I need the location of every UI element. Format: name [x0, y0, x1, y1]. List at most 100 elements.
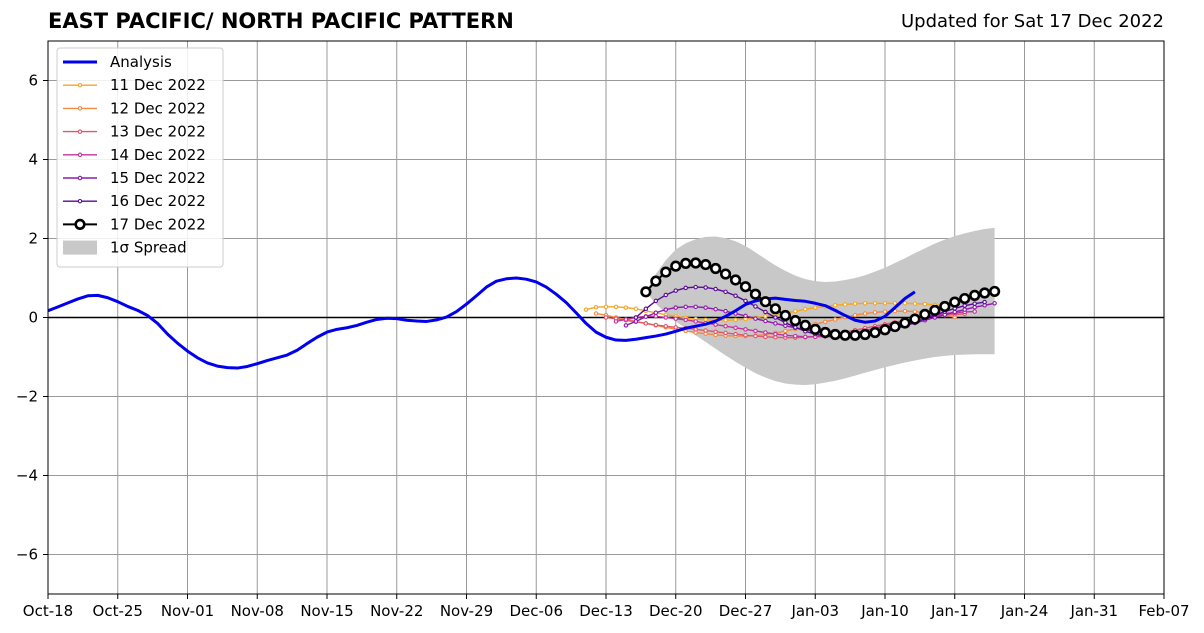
- legend-label: 1σ Spread: [110, 239, 187, 257]
- forecast-point: [663, 307, 669, 312]
- forecast-point: [992, 301, 997, 306]
- forecast-point: [693, 284, 698, 290]
- forecast-point: [743, 298, 748, 304]
- forecast-point: [743, 333, 748, 338]
- forecast-point: [593, 304, 599, 310]
- forecast-point: [749, 288, 762, 300]
- forecast-point: [859, 328, 871, 341]
- forecast-point: [972, 309, 977, 314]
- x-tick-label: Jan-24: [1000, 602, 1049, 620]
- forecast-point: [763, 318, 768, 324]
- forecast-point: [753, 328, 758, 334]
- forecast-point: [979, 287, 991, 299]
- forecast-point: [653, 310, 659, 316]
- forecast-point: [643, 314, 649, 319]
- forecast-point: [773, 331, 778, 337]
- legend-item-7: 17 Dec 2022: [63, 215, 206, 233]
- forecast-point: [862, 311, 868, 316]
- forecast-point: [839, 329, 851, 341]
- forecast-point: [653, 298, 659, 304]
- y-axis: −6 −4 −2 0 2 4 6: [16, 72, 48, 564]
- legend-marker: [77, 175, 83, 181]
- forecast-point: [783, 328, 788, 334]
- forecast-point: [783, 320, 788, 325]
- forecast-point: [719, 268, 732, 280]
- forecast-point: [763, 309, 768, 315]
- forecast-point: [872, 310, 878, 315]
- legend-marker: [77, 82, 83, 88]
- x-tick-label: Jan-31: [1069, 602, 1118, 620]
- forecast-point: [723, 308, 728, 314]
- forecast-point: [812, 305, 818, 310]
- legend-marker: [77, 198, 83, 204]
- forecast-point: [832, 317, 838, 322]
- forecast-point: [640, 286, 652, 298]
- forecast-point: [683, 317, 688, 323]
- forecast-point: [789, 315, 801, 327]
- x-axis: Oct-18 Oct-25 Nov-01 Nov-08 Nov-15 Nov-22 Nov-…: [23, 594, 1190, 620]
- x-tick-label: Feb-07: [1138, 602, 1189, 620]
- forecast-point: [852, 312, 858, 318]
- forecast-point: [663, 323, 669, 329]
- forecast-point: [693, 304, 698, 310]
- x-tick-label: Nov-01: [161, 602, 214, 620]
- forecast-point: [783, 333, 788, 338]
- forecast-point: [989, 285, 1001, 298]
- forecast-point: [713, 322, 718, 327]
- forecast-point: [793, 308, 798, 314]
- forecast-point: [743, 327, 748, 332]
- forecast-point: [729, 274, 742, 286]
- legend-marker: [77, 106, 83, 111]
- forecast-point: [952, 309, 957, 315]
- forecast-point: [912, 309, 918, 314]
- legend-label: 12 Dec 2022: [110, 99, 206, 117]
- legend-marker: [77, 129, 83, 134]
- forecast-point: [693, 319, 698, 324]
- y-tick-label: 2: [28, 230, 38, 248]
- forecast-point: [899, 317, 911, 329]
- y-tick-label: −6: [16, 546, 38, 564]
- x-tick-label: Oct-18: [23, 602, 73, 620]
- forecast-point: [663, 292, 669, 298]
- legend-item-0: Analysis: [63, 53, 172, 71]
- forecast-point: [673, 325, 678, 330]
- forecast-point: [673, 305, 678, 310]
- forecast-point: [700, 258, 712, 271]
- forecast-point: [912, 301, 918, 306]
- forecast-point: [633, 319, 639, 324]
- forecast-point: [603, 304, 609, 310]
- forecast-point: [703, 285, 708, 290]
- legend-item-2: 12 Dec 2022: [63, 99, 206, 117]
- forecast-point: [603, 315, 609, 320]
- forecast-point: [962, 303, 967, 308]
- forecast-point: [822, 319, 828, 325]
- forecast-point: [583, 307, 589, 312]
- legend-label: 16 Dec 2022: [110, 192, 206, 210]
- forecast-point: [693, 327, 698, 332]
- forecast-point: [623, 323, 629, 328]
- legend-item-1: 11 Dec 2022: [63, 76, 206, 94]
- forecast-point: [869, 326, 881, 339]
- x-tick-label: Jan-10: [860, 602, 909, 620]
- forecast-point: [653, 314, 659, 319]
- forecast-point: [633, 315, 639, 320]
- forecast-point: [879, 324, 891, 336]
- legend-marker: [77, 152, 83, 158]
- forecast-point: [799, 319, 811, 332]
- forecast-point: [909, 313, 921, 325]
- forecast-point: [713, 329, 718, 334]
- forecast-point: [753, 304, 758, 309]
- forecast-point: [733, 325, 738, 331]
- forecast-point: [713, 306, 718, 312]
- legend-marker: [74, 218, 86, 230]
- forecast-point: [759, 296, 772, 308]
- chart-title: EAST PACIFIC/ NORTH PACIFIC PATTERN: [48, 9, 514, 33]
- y-tick-label: 6: [28, 72, 38, 90]
- forecast-point: [969, 289, 981, 301]
- forecast-point: [733, 293, 738, 299]
- forecast-point: [673, 288, 678, 293]
- forecast-point: [939, 300, 951, 313]
- x-tick-label: Jan-03: [790, 602, 839, 620]
- legend-label: 13 Dec 2022: [110, 123, 206, 141]
